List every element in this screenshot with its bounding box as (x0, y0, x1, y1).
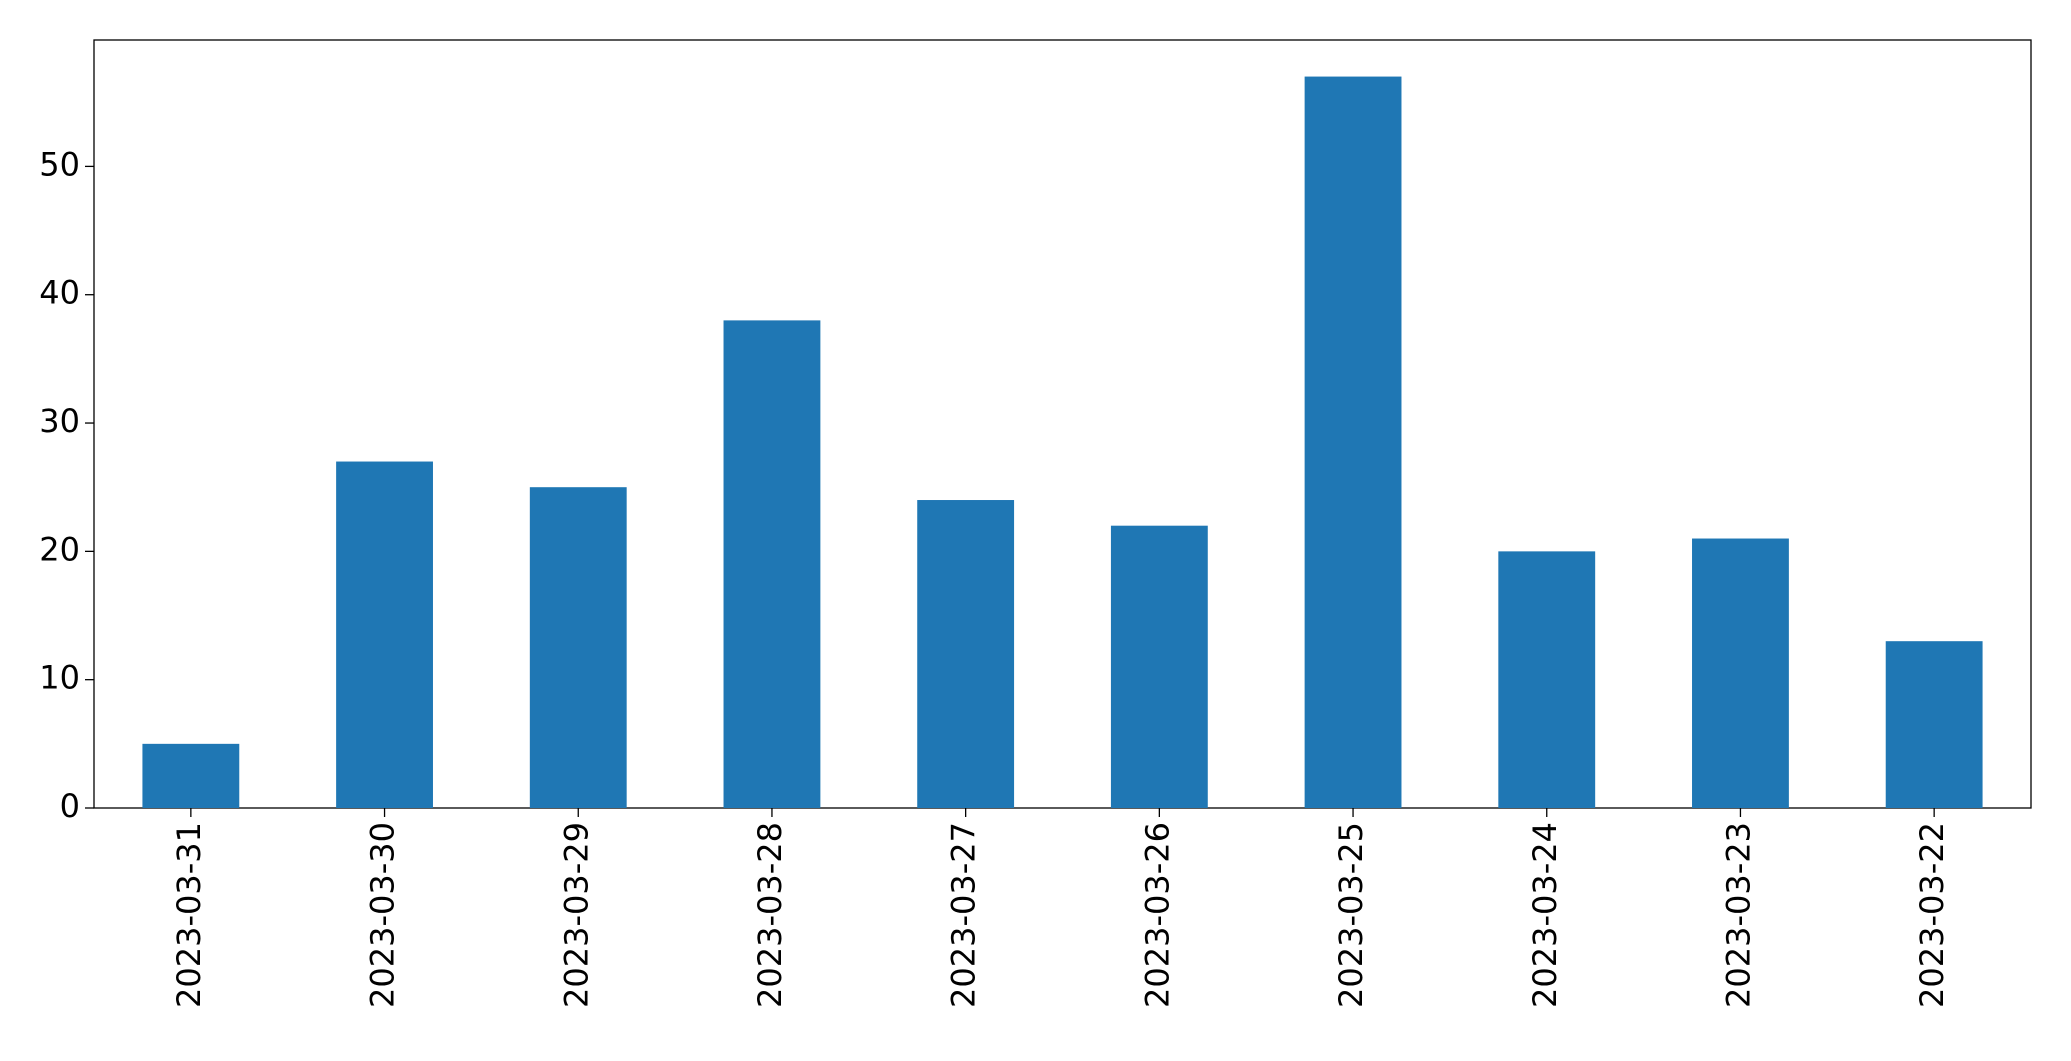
y-tick-label: 0 (60, 787, 80, 825)
y-tick-label: 20 (39, 530, 80, 568)
bar (529, 487, 627, 808)
x-tick-label: 2023-03-31 (170, 822, 208, 1008)
x-tick-label: 2023-03-30 (364, 822, 402, 1008)
bar (1498, 551, 1596, 808)
y-tick-label: 10 (39, 659, 80, 697)
bar (142, 743, 240, 808)
x-tick-label: 2023-03-24 (1526, 822, 1564, 1008)
bar (917, 500, 1015, 808)
bar (1304, 76, 1402, 809)
y-tick-label: 30 (39, 402, 80, 440)
x-tick-label: 2023-03-29 (557, 822, 595, 1008)
x-tick-label: 2023-03-25 (1332, 822, 1370, 1008)
plot-frame (93, 39, 2032, 809)
x-tick-label: 2023-03-23 (1719, 822, 1757, 1008)
y-tick-label: 40 (39, 274, 80, 312)
bar (723, 320, 821, 808)
x-tick-label: 2023-03-28 (751, 822, 789, 1008)
bar (336, 461, 433, 808)
bar (1110, 525, 1208, 808)
x-tick-label: 2023-03-22 (1913, 822, 1951, 1008)
bar (1885, 641, 1983, 808)
bar (1692, 538, 1789, 808)
y-tick-label: 50 (39, 145, 80, 183)
x-tick-label: 2023-03-27 (945, 822, 983, 1008)
x-tick-label: 2023-03-26 (1138, 822, 1176, 1008)
